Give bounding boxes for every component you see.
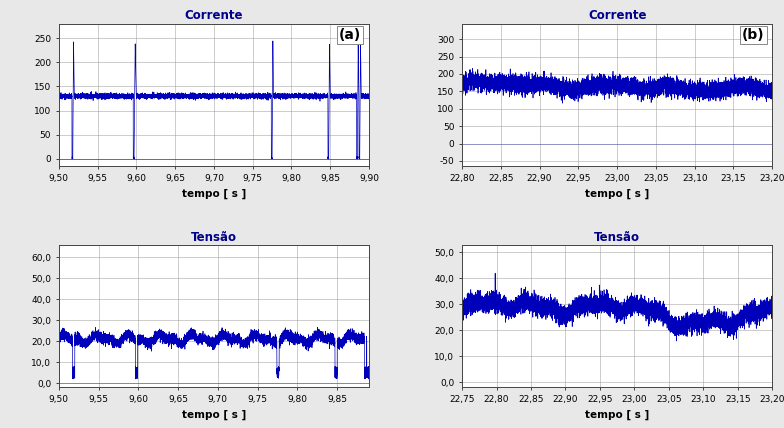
Title: Tensão: Tensão (594, 231, 641, 244)
Text: (b): (b) (742, 28, 764, 42)
Text: (a): (a) (339, 28, 361, 42)
X-axis label: tempo [ s ]: tempo [ s ] (585, 188, 649, 199)
Title: Tensão: Tensão (191, 231, 237, 244)
X-axis label: tempo [ s ]: tempo [ s ] (585, 410, 649, 420)
Title: Corrente: Corrente (588, 9, 646, 22)
X-axis label: tempo [ s ]: tempo [ s ] (182, 410, 246, 420)
Title: Corrente: Corrente (185, 9, 243, 22)
X-axis label: tempo [ s ]: tempo [ s ] (182, 188, 246, 199)
